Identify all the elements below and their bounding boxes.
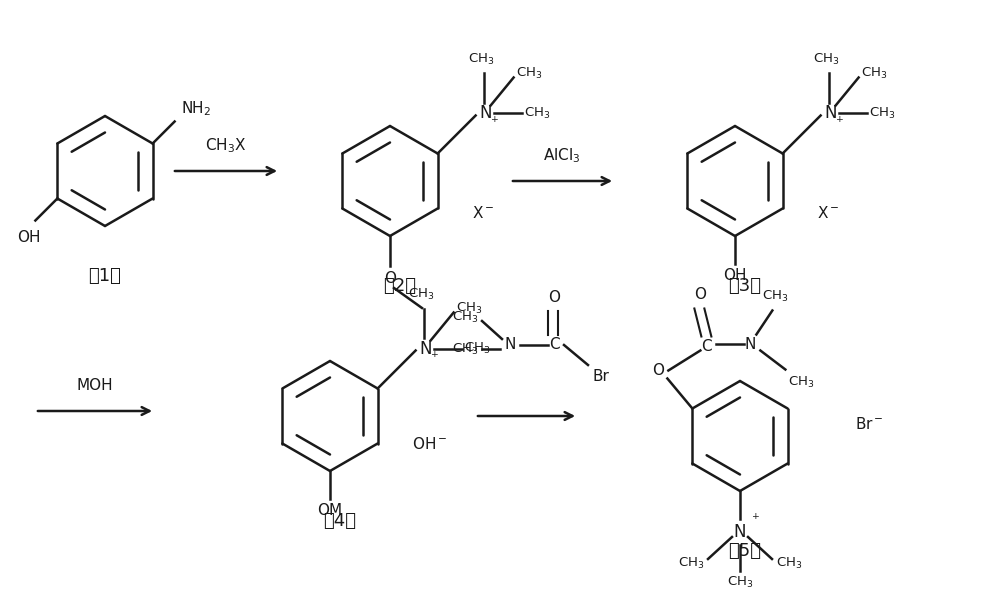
Text: N: N — [480, 105, 492, 123]
Text: Br: Br — [592, 369, 609, 384]
Text: AlCl$_3$: AlCl$_3$ — [543, 147, 581, 165]
Text: NH$_2$: NH$_2$ — [181, 99, 211, 118]
Text: （3）: （3） — [728, 277, 762, 295]
Text: OH$^-$: OH$^-$ — [412, 436, 447, 452]
Text: CH$_3$: CH$_3$ — [464, 341, 490, 356]
Text: CH$_3$: CH$_3$ — [524, 106, 550, 121]
Text: CH$_3$: CH$_3$ — [727, 575, 753, 590]
Text: MOH: MOH — [77, 379, 113, 394]
Text: OH: OH — [18, 231, 41, 245]
Text: （4）: （4） — [324, 512, 356, 530]
Text: OM: OM — [317, 503, 343, 518]
Text: CH$_3$: CH$_3$ — [861, 66, 887, 81]
Text: （1）: （1） — [89, 267, 121, 285]
Text: CH$_3$: CH$_3$ — [869, 106, 895, 121]
Text: CH$_3$: CH$_3$ — [788, 374, 815, 389]
Text: N: N — [734, 523, 746, 541]
Text: $^+$: $^+$ — [834, 116, 844, 129]
Text: X$^-$: X$^-$ — [817, 205, 839, 221]
Text: CH$_3$X: CH$_3$X — [205, 136, 247, 155]
Text: O: O — [548, 290, 560, 305]
Text: （2）: （2） — [384, 277, 416, 295]
Text: $^+$: $^+$ — [489, 116, 499, 129]
Text: CH$_3$: CH$_3$ — [452, 310, 478, 325]
Text: （5）: （5） — [728, 542, 762, 560]
Text: CH$_3$: CH$_3$ — [408, 287, 435, 302]
Text: O: O — [652, 363, 664, 378]
Text: CH$_3$: CH$_3$ — [456, 301, 482, 316]
Text: CH$_3$: CH$_3$ — [516, 66, 542, 81]
Text: C: C — [549, 338, 559, 353]
Text: N: N — [420, 340, 432, 358]
Text: Br$^-$: Br$^-$ — [855, 416, 884, 432]
Text: $^+$: $^+$ — [429, 351, 439, 364]
Text: CH$_3$: CH$_3$ — [813, 52, 840, 67]
Text: N: N — [745, 337, 756, 352]
Text: CH$_3$: CH$_3$ — [762, 290, 789, 305]
Text: CH$_3$: CH$_3$ — [776, 555, 802, 570]
Text: N: N — [504, 338, 516, 353]
Text: CH$_3$: CH$_3$ — [468, 52, 495, 67]
Text: CH$_3$: CH$_3$ — [678, 555, 704, 570]
Text: O: O — [384, 271, 396, 286]
Text: $^+$: $^+$ — [750, 513, 761, 526]
Text: X$^-$: X$^-$ — [472, 205, 494, 221]
Text: O: O — [694, 287, 706, 302]
Text: N: N — [825, 105, 837, 123]
Text: C: C — [701, 339, 712, 354]
Text: OH: OH — [723, 268, 747, 283]
Text: CH$_3$: CH$_3$ — [452, 341, 478, 356]
